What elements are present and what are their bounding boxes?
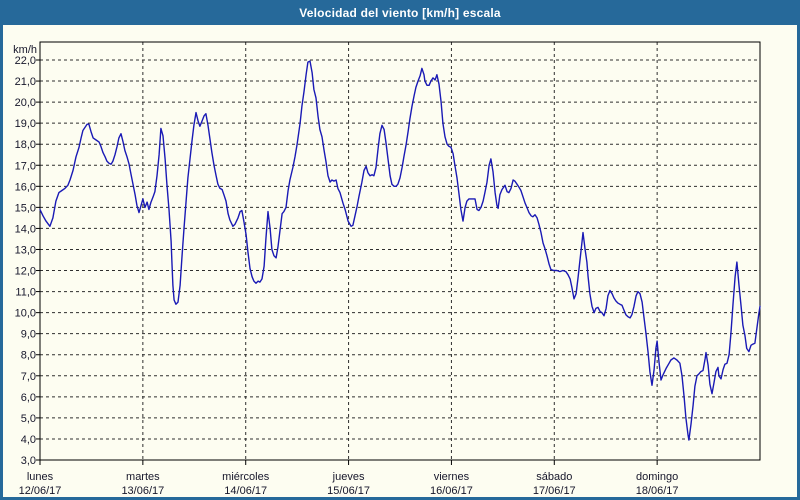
- y-tick-label: 12,0: [15, 266, 36, 278]
- x-tick-date-label: 14/06/17: [224, 485, 267, 497]
- y-tick-label: 20,0: [15, 97, 36, 109]
- x-tick-date-label: 12/06/17: [19, 485, 62, 497]
- y-tick-label: 21,0: [15, 76, 36, 88]
- y-tick-label: 8,0: [21, 350, 36, 362]
- x-tick-date-label: 18/06/17: [636, 485, 679, 497]
- y-tick-label: 18,0: [15, 139, 36, 151]
- x-tick-date-label: 13/06/17: [121, 485, 164, 497]
- x-tick-day-label: miércoles: [222, 471, 270, 483]
- y-tick-label: 4,0: [21, 434, 36, 446]
- x-tick-date-label: 15/06/17: [327, 485, 370, 497]
- y-tick-label: 17,0: [15, 160, 36, 172]
- y-tick-label: 14,0: [15, 223, 36, 235]
- x-tick-day-label: lunes: [27, 471, 54, 483]
- x-tick-day-label: sábado: [536, 471, 572, 483]
- plot-border: [39, 41, 761, 461]
- y-tick-label: 5,0: [21, 413, 36, 425]
- y-tick-label: 15,0: [15, 202, 36, 214]
- x-tick-date-label: 17/06/17: [533, 485, 576, 497]
- y-tick-label: 3,0: [21, 455, 36, 467]
- title-bar[interactable]: Velocidad del viento [km/h] escala: [0, 0, 800, 25]
- x-tick-date-label: 16/06/17: [430, 485, 473, 497]
- wind-speed-line: [39, 60, 761, 441]
- y-tick-label: 10,0: [15, 308, 36, 320]
- y-tick-label: 11,0: [15, 287, 36, 299]
- y-tick-label: 16,0: [15, 181, 36, 193]
- window-title: Velocidad del viento [km/h] escala: [299, 5, 501, 20]
- y-tick-label: 19,0: [15, 118, 36, 130]
- y-tick-label: 22,0: [15, 55, 36, 67]
- y-axis-unit-label: km/h: [13, 44, 37, 56]
- x-tick-day-label: martes: [126, 471, 160, 483]
- y-tick-label: 7,0: [21, 371, 36, 383]
- y-tick-label: 13,0: [15, 244, 36, 256]
- x-tick-day-label: jueves: [332, 471, 365, 483]
- y-tick-label: 6,0: [21, 392, 36, 404]
- x-tick-day-label: viernes: [434, 471, 470, 483]
- x-tick-day-label: domingo: [636, 471, 678, 483]
- y-tick-label: 9,0: [21, 329, 36, 341]
